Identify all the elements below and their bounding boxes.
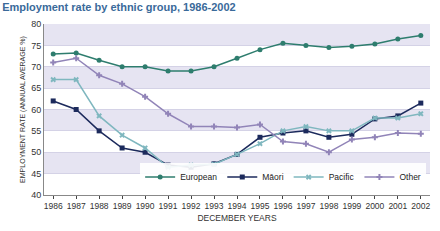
svg-text:1999: 1999	[342, 201, 361, 211]
svg-text:75: 75	[31, 41, 41, 51]
svg-text:Pacific: Pacific	[329, 172, 355, 182]
svg-text:Other: Other	[399, 172, 420, 182]
svg-text:1992: 1992	[182, 201, 201, 211]
svg-text:80: 80	[31, 19, 41, 29]
svg-text:2002: 2002	[411, 201, 430, 211]
svg-text:1994: 1994	[228, 201, 247, 211]
svg-text:1987: 1987	[67, 201, 86, 211]
svg-text:45: 45	[31, 169, 41, 179]
svg-text:1993: 1993	[205, 201, 224, 211]
svg-text:65: 65	[31, 83, 41, 93]
svg-text:1991: 1991	[159, 201, 178, 211]
svg-text:70: 70	[31, 62, 41, 72]
svg-text:1995: 1995	[251, 201, 270, 211]
svg-text:European: European	[180, 172, 217, 182]
svg-text:60: 60	[31, 105, 41, 115]
svg-text:50: 50	[31, 147, 41, 157]
svg-text:1990: 1990	[136, 201, 155, 211]
svg-text:1988: 1988	[90, 201, 109, 211]
svg-text:Employment rate by ethnic grou: Employment rate by ethnic group, 1986-20…	[2, 1, 236, 13]
svg-text:55: 55	[31, 126, 41, 136]
svg-text:1986: 1986	[44, 201, 63, 211]
svg-text:DECEMBER YEARS: DECEMBER YEARS	[197, 213, 277, 223]
svg-text:1989: 1989	[113, 201, 132, 211]
svg-text:1996: 1996	[273, 201, 292, 211]
svg-text:2000: 2000	[365, 201, 384, 211]
svg-text:EMPLOYMENT RATE (ANNUAL AVERAG: EMPLOYMENT RATE (ANNUAL AVERAGE %)	[19, 36, 27, 183]
svg-text:1997: 1997	[296, 201, 315, 211]
svg-text:40: 40	[31, 190, 41, 200]
svg-text:1998: 1998	[319, 201, 338, 211]
svg-text:Māori: Māori	[262, 172, 283, 182]
svg-text:2001: 2001	[388, 201, 407, 211]
